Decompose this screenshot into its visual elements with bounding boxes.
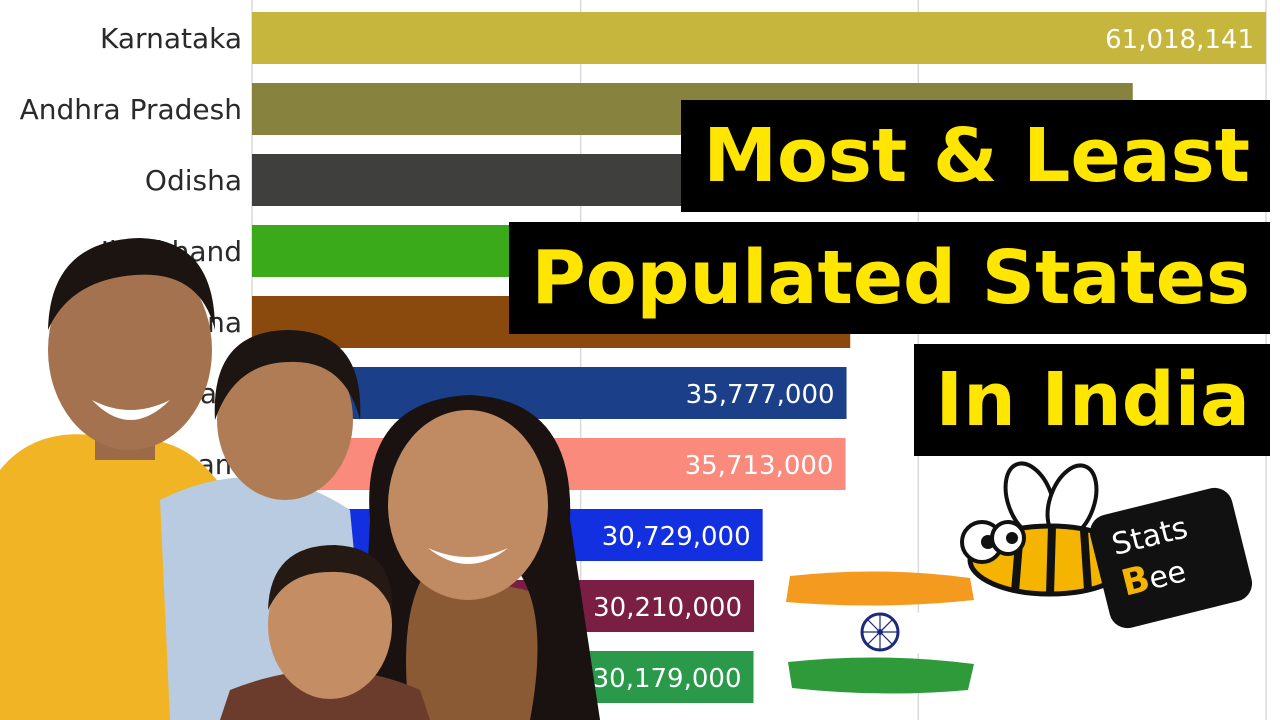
category-label: Haryana — [124, 306, 242, 339]
value-label: 30,179,000 — [593, 664, 742, 694]
category-label: Andhra Pradesh — [20, 93, 242, 126]
bar-karnataka — [252, 12, 1266, 64]
title-line-1: Most & Least — [681, 100, 1270, 212]
chart-category-labels: Karnataka Andhra Pradesh Odisha Jharkhand Ha… — [20, 22, 242, 481]
title-line-2: Populated States — [509, 222, 1270, 334]
category-label: Odisha — [145, 164, 242, 197]
bee-icon — [960, 461, 1133, 597]
category-label: Kerala — [154, 377, 242, 410]
india-flag-brush — [782, 571, 978, 694]
category-label: Karnataka — [100, 22, 242, 55]
logo-text-rest: ee — [1145, 554, 1190, 597]
value-label: 35,777,000 — [686, 380, 835, 410]
chart-value-labels: 61,018,141 35,777,000 35,713,000 30,729,000… — [593, 25, 1254, 694]
value-label: 35,713,000 — [685, 451, 834, 481]
category-label: Jharkhand — [99, 235, 242, 268]
value-label: 61,018,141 — [1105, 25, 1254, 55]
value-label: 30,210,000 — [593, 593, 742, 623]
value-label: 30,729,000 — [602, 522, 751, 552]
title-line-3: In India — [913, 344, 1270, 456]
title-block: Most & Least Populated States In India — [330, 100, 1270, 470]
category-label: Assam — [149, 448, 242, 481]
